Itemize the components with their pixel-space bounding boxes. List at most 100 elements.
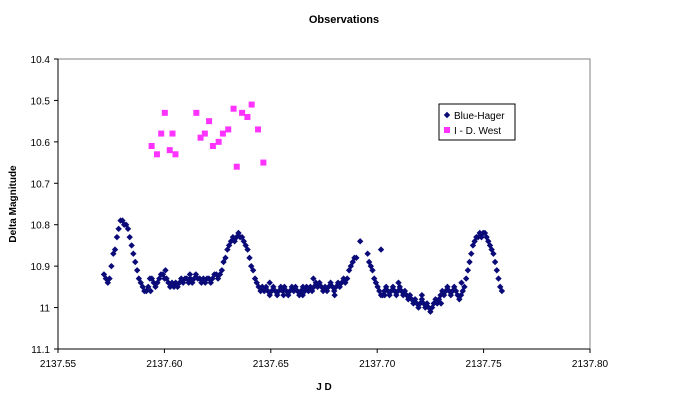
data-point-diamond bbox=[381, 291, 388, 299]
data-point-square bbox=[248, 101, 255, 108]
y-tick-label: 11 bbox=[40, 304, 51, 315]
data-point-diamond bbox=[481, 229, 489, 237]
x-tick-label: 2137.55 bbox=[40, 359, 77, 370]
y-tick-label: 10.4 bbox=[31, 55, 51, 66]
data-point-diamond bbox=[126, 233, 133, 241]
data-point-diamond bbox=[377, 246, 385, 253]
data-point-square bbox=[166, 147, 173, 154]
data-point-diamond bbox=[266, 279, 273, 286]
data-point-diamond bbox=[458, 279, 465, 286]
data-point-diamond bbox=[437, 300, 445, 307]
y-tick-label: 10.8 bbox=[31, 221, 51, 232]
y-tick-label: 10.7 bbox=[31, 179, 51, 190]
data-point-diamond bbox=[369, 267, 376, 274]
data-point-diamond bbox=[462, 275, 470, 282]
x-tick-label: 2137.80 bbox=[572, 359, 609, 370]
data-point-diamond bbox=[353, 254, 360, 262]
data-point-diamond bbox=[115, 225, 122, 233]
chart-title: Observations bbox=[309, 14, 379, 26]
data-point-diamond bbox=[209, 275, 216, 282]
x-tick-label: 2137.70 bbox=[359, 359, 396, 370]
data-point-diamond bbox=[299, 291, 306, 299]
data-point-diamond bbox=[108, 262, 115, 270]
data-point-diamond bbox=[133, 267, 141, 274]
data-point-diamond bbox=[128, 242, 135, 249]
data-point-square bbox=[209, 143, 216, 149]
data-point-diamond bbox=[490, 250, 497, 257]
data-point-diamond bbox=[152, 283, 159, 291]
data-point-square bbox=[230, 105, 237, 112]
data-point-square bbox=[193, 109, 200, 116]
legend-label: Blue-Hager bbox=[454, 111, 505, 122]
y-tick-label: 10.6 bbox=[31, 138, 51, 149]
data-point-square bbox=[197, 134, 204, 141]
data-point-diamond bbox=[202, 279, 209, 286]
data-point-diamond bbox=[395, 279, 402, 286]
data-point-square bbox=[161, 109, 168, 116]
data-point-diamond bbox=[186, 271, 194, 278]
data-point-diamond bbox=[356, 238, 364, 245]
data-point-diamond bbox=[229, 233, 237, 241]
data-point-diamond bbox=[461, 283, 468, 291]
data-point-diamond bbox=[310, 275, 317, 282]
legend-label: I - D. West bbox=[454, 126, 501, 137]
data-point-diamond bbox=[100, 271, 108, 278]
data-point-diamond bbox=[222, 254, 229, 262]
data-point-diamond bbox=[246, 254, 253, 262]
data-point-square bbox=[153, 151, 160, 158]
data-point-diamond bbox=[418, 291, 426, 299]
data-point-diamond bbox=[478, 233, 485, 241]
data-point-diamond bbox=[474, 233, 482, 241]
data-point-diamond bbox=[331, 291, 338, 299]
data-point-square bbox=[244, 114, 251, 120]
data-point-diamond bbox=[104, 279, 111, 286]
data-point-diamond bbox=[113, 233, 121, 241]
data-point-diamond bbox=[147, 287, 154, 295]
series-2 bbox=[148, 101, 267, 170]
data-point-diamond bbox=[124, 225, 132, 233]
data-point-diamond bbox=[498, 287, 506, 295]
x-tick-label: 2137.60 bbox=[146, 359, 183, 370]
data-point-square bbox=[206, 118, 213, 125]
data-point-diamond bbox=[162, 267, 169, 274]
data-point-square bbox=[239, 109, 246, 116]
x-axis-title: J D bbox=[316, 382, 332, 393]
data-point-diamond bbox=[491, 258, 499, 266]
data-point-diamond bbox=[466, 258, 473, 266]
data-point-square bbox=[260, 159, 267, 166]
y-tick-label: 10.9 bbox=[31, 262, 51, 273]
data-point-diamond bbox=[280, 291, 287, 299]
plot-frame bbox=[57, 58, 591, 350]
data-point-square bbox=[219, 130, 226, 137]
legend-box bbox=[438, 103, 516, 141]
data-point-diamond bbox=[495, 275, 502, 282]
data-point-square bbox=[255, 126, 262, 133]
data-point-diamond bbox=[493, 267, 500, 274]
data-point-diamond bbox=[214, 275, 222, 282]
data-point-diamond bbox=[249, 267, 257, 274]
data-point-diamond bbox=[468, 250, 475, 257]
plot-area: 10.4 10.5 10.6 10.7 10.8 10.9 11 11.1 2137.55 213… bbox=[31, 55, 609, 370]
x-tick-label: 2137.75 bbox=[466, 359, 503, 370]
data-point-diamond bbox=[159, 271, 167, 278]
data-point-diamond bbox=[476, 229, 483, 237]
y-axis-title: Delta Magnitude bbox=[8, 165, 19, 243]
data-point-square bbox=[215, 138, 222, 145]
data-point-square bbox=[225, 126, 232, 133]
y-tick-label: 10.5 bbox=[31, 96, 51, 107]
data-point-square bbox=[158, 130, 165, 137]
data-point-diamond bbox=[179, 279, 187, 286]
data-point-diamond bbox=[145, 283, 152, 291]
data-point-diamond bbox=[218, 267, 226, 274]
data-point-diamond bbox=[122, 221, 130, 228]
data-point-square bbox=[172, 151, 179, 158]
data-point-square bbox=[148, 143, 155, 149]
data-point-diamond bbox=[464, 267, 472, 274]
data-point-diamond bbox=[364, 250, 371, 257]
data-point-diamond bbox=[106, 275, 113, 282]
data-point-diamond bbox=[166, 283, 174, 291]
data-point-diamond bbox=[111, 246, 119, 253]
data-point-diamond bbox=[483, 233, 490, 241]
data-point-diamond bbox=[244, 246, 251, 253]
